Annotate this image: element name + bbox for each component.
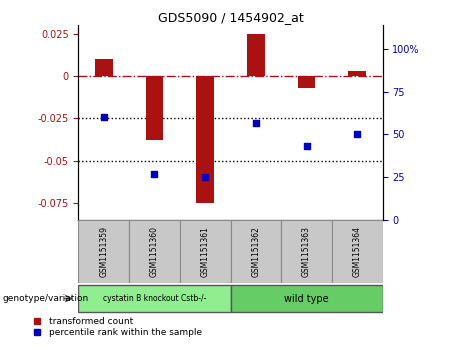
Text: wild type: wild type [284, 294, 329, 303]
Bar [281, 220, 332, 283]
Bar [230, 285, 383, 313]
Point [303, 143, 310, 149]
Point [354, 131, 361, 137]
Bar [332, 220, 383, 283]
Text: GSM1151364: GSM1151364 [353, 226, 362, 277]
Bar [247, 34, 265, 76]
Text: GSM1151362: GSM1151362 [251, 226, 260, 277]
Title: GDS5090 / 1454902_at: GDS5090 / 1454902_at [158, 11, 303, 24]
Bar [78, 220, 129, 283]
Bar [129, 220, 180, 283]
Point [252, 119, 260, 125]
Text: GSM1151361: GSM1151361 [201, 226, 210, 277]
Text: GSM1151363: GSM1151363 [302, 226, 311, 277]
Bar [78, 285, 230, 313]
Bar [95, 59, 112, 76]
Point [151, 171, 158, 176]
Text: GSM1151359: GSM1151359 [99, 226, 108, 277]
Bar [180, 220, 230, 283]
Legend: transformed count, percentile rank within the sample: transformed count, percentile rank withi… [28, 317, 202, 337]
Text: GSM1151360: GSM1151360 [150, 226, 159, 277]
Bar [230, 220, 281, 283]
Bar [146, 76, 163, 140]
Bar [349, 71, 366, 76]
Text: genotype/variation: genotype/variation [2, 294, 89, 303]
Text: cystatin B knockout Cstb-/-: cystatin B knockout Cstb-/- [103, 294, 206, 303]
Bar [196, 76, 214, 203]
Point [100, 114, 107, 120]
Point [201, 174, 209, 180]
Bar [298, 76, 315, 88]
